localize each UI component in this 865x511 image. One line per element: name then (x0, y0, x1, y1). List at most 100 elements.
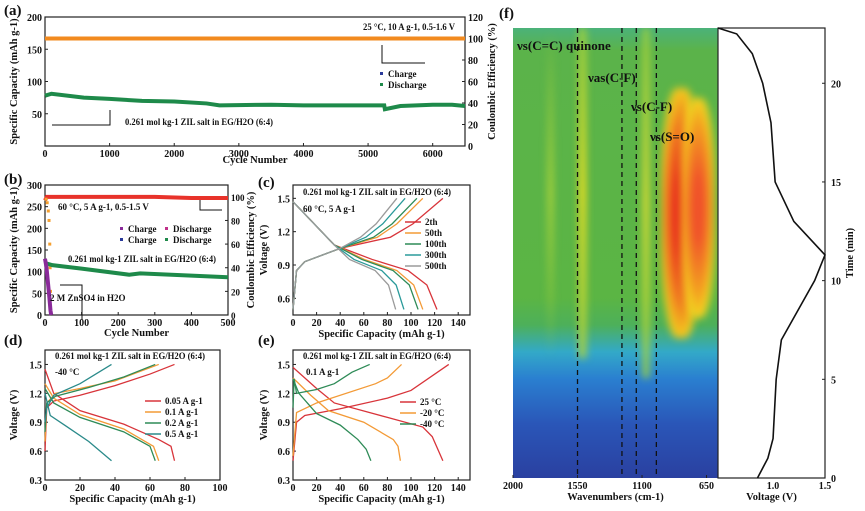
voltage-tick-label: 1.5 (819, 481, 832, 492)
series-discharge-znso4 (43, 258, 54, 316)
x-tick-label: 60 (145, 483, 155, 494)
legend-label: -40 °C (420, 419, 444, 429)
y-tick-label: 1.5 (30, 360, 43, 371)
series-ce-znso4-point (48, 266, 52, 270)
peak-marker-label: νs(S=O) (649, 129, 694, 144)
legend-label: 0.1 A g-1 (165, 407, 199, 417)
y2-tick-label: 40 (231, 264, 241, 274)
y-tick-label: 200 (27, 13, 42, 24)
series--20-c-charge (292, 363, 403, 456)
legend-label: -20 °C (420, 408, 444, 418)
y-tick-label: 1.5 (278, 194, 291, 205)
x-axis-label: Cycle Number (104, 328, 169, 339)
x-tick-label: 80 (180, 483, 190, 494)
annotation: -40 °C (55, 367, 79, 377)
x-tick-label: 0 (291, 318, 296, 329)
y-tick-label: 0.6 (278, 447, 291, 458)
peak-marker-label: νas(C-F) (587, 70, 636, 85)
y-axis-label: Specific Capacity (mAh g-1) (9, 18, 20, 145)
series-300th-charge (292, 197, 406, 310)
series-ce-znso4-point (44, 197, 48, 201)
y-tick-label: 50 (32, 110, 42, 121)
series-500th-discharge (292, 201, 397, 310)
time-axis-label: Time (min) (845, 227, 856, 278)
y2-tick-label: 80 (468, 56, 478, 67)
annotation: 60 °C, 5 A g-1 (303, 204, 356, 214)
y2-tick-label: 20 (468, 121, 478, 132)
y-tick-label: 100 (27, 78, 42, 89)
x-tick-label: 100 (404, 483, 419, 494)
legend-label: 0.5 A g-1 (165, 429, 199, 439)
x-tick-label: 20 (75, 483, 85, 494)
annotation: 0.261 mol kg-1 ZIL salt in EG/H2O (6:4) (68, 254, 216, 264)
y-axis-label: Voltage (V) (259, 224, 270, 275)
y2-tick-label: 0 (231, 311, 236, 321)
panel-label: (b) (4, 172, 22, 188)
ftir-heatmap (513, 28, 718, 478)
y2-tick-label: 40 (468, 99, 478, 110)
voltage-axis-label: Voltage (V) (746, 492, 797, 503)
legend-marker (165, 238, 168, 241)
panel-label: (e) (258, 333, 275, 349)
y2-tick-label: 60 (231, 240, 241, 250)
x-tick-label: 100 (213, 483, 228, 494)
y-tick-label: 0 (37, 311, 42, 322)
legend-label: 0.05 A g-1 (165, 396, 203, 406)
y-tick-label: 0.9 (278, 418, 291, 429)
y2-tick-label: 0 (468, 142, 473, 153)
legend-label: 50th (425, 228, 442, 238)
y-tick-label: 0.6 (30, 447, 43, 458)
series-0-5-a-g-1-charge (44, 363, 112, 423)
axis-arrow (60, 284, 83, 320)
x-tick-label: 0 (291, 483, 296, 494)
legend-label: Discharge (173, 235, 212, 245)
legend-label: 2th (425, 217, 438, 227)
time-tick-label: 20 (831, 79, 841, 90)
series-ce-zil (43, 194, 228, 202)
series-0-2-a-g-1-discharge (44, 388, 156, 461)
x-tick-label: 300 (147, 318, 162, 329)
x-tick-label: 400 (184, 318, 199, 329)
y-tick-label: 1.2 (30, 389, 43, 400)
y-tick-label: 300 (27, 181, 42, 192)
x-tick-label: 140 (451, 318, 466, 329)
x-tick-label: 120 (427, 318, 442, 329)
legend-label: 25 °C (420, 397, 441, 407)
peak-marker-label: νs(C-F) (630, 99, 672, 114)
annotation: 0.261 mol kg-1 ZIL salt in EG/H2O (6:4) (303, 351, 451, 361)
x-tick-label: 40 (335, 483, 345, 494)
x-tick-label: 100 (404, 318, 419, 329)
legend-label: 500th (425, 261, 447, 271)
x-tick-label: 1100 (632, 481, 651, 492)
y2-axis-label: Coulombic Efficiency (%) (487, 23, 498, 140)
series-ce-znso4-point (46, 209, 50, 213)
y-axis-label: Voltage (V) (9, 389, 20, 440)
y-tick-label: 100 (27, 268, 42, 279)
x-tick-label: 0 (43, 149, 48, 160)
x-tick-label: 80 (382, 483, 392, 494)
x-tick-label: 60 (359, 318, 369, 329)
x-tick-label: 650 (699, 481, 714, 492)
time-tick-label: 15 (831, 178, 841, 189)
legend-label: Discharge (388, 80, 427, 90)
legend-label: Discharge (173, 224, 212, 234)
legend-marker (380, 83, 383, 86)
legend-label: 100th (425, 239, 447, 249)
y2-tick-label: 20 (231, 287, 241, 297)
x-tick-label: 20 (312, 318, 322, 329)
y-tick-label: 0.3 (30, 476, 43, 487)
voltage-tick-label: 1.0 (767, 481, 780, 492)
y-tick-label: 1.2 (278, 228, 291, 239)
x-tick-label: 5000 (358, 149, 378, 160)
axis-arrow (381, 45, 425, 64)
x-tick-label: 0 (43, 483, 48, 494)
panel-label: (a) (4, 3, 22, 19)
series-0-5-a-g-1-discharge (44, 393, 112, 462)
y2-tick-label: 80 (231, 216, 241, 226)
x-tick-label: 100 (74, 318, 89, 329)
series--40-c-discharge (292, 378, 372, 461)
y-tick-label: 0.9 (30, 418, 43, 429)
series-25-c-charge (292, 363, 450, 461)
annotation: 0.261 mol kg-1 ZIL salt in EG/H2O (6:4) (303, 187, 451, 197)
legend-label: 0.2 A g-1 (165, 418, 199, 428)
